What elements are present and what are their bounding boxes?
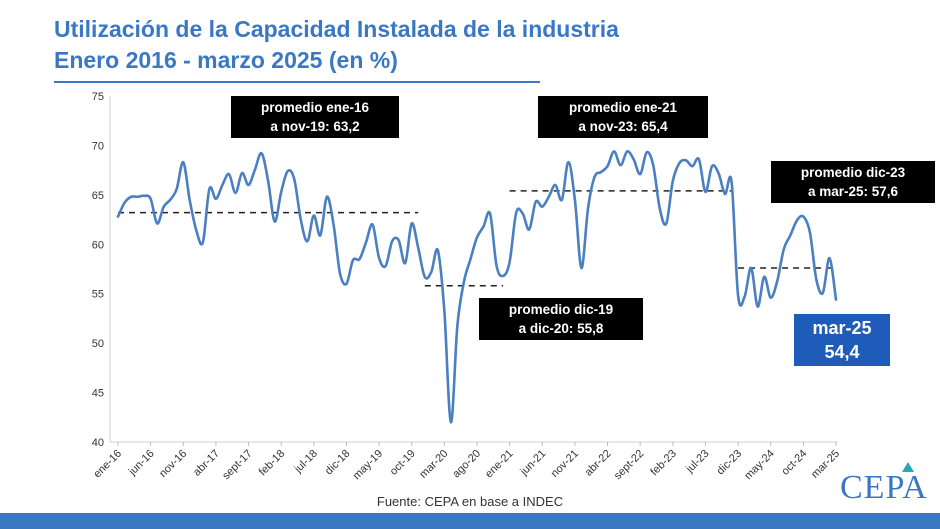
average-box-line-1: promedio dic-23 bbox=[800, 165, 906, 180]
source-note: Fuente: CEPA en base a INDEC bbox=[376, 494, 564, 509]
x-tick-label: may-19 bbox=[351, 448, 385, 482]
average-box-line-1: promedio ene-21 bbox=[568, 100, 678, 115]
chart-title-line-1: Utilización de la Capacidad Instalada de… bbox=[54, 16, 619, 42]
x-tick-label: jun-16 bbox=[126, 448, 157, 479]
y-tick-label: 60 bbox=[92, 239, 104, 251]
x-tick-label: nov-21 bbox=[549, 448, 581, 480]
x-tick-label: mar-20 bbox=[417, 448, 450, 481]
x-tick-label: may-24 bbox=[742, 448, 776, 482]
x-tick-label: nov-16 bbox=[157, 448, 189, 480]
y-tick-label: 75 bbox=[92, 91, 104, 103]
x-tick-label: jul-23 bbox=[683, 448, 711, 476]
x-tick-label: oct-19 bbox=[388, 448, 418, 478]
y-tick-label: 45 bbox=[92, 388, 104, 400]
footer-bar bbox=[0, 513, 940, 529]
x-tick-label: oct-24 bbox=[779, 448, 809, 478]
x-tick-label: sept-17 bbox=[220, 448, 254, 482]
series-line bbox=[116, 150, 838, 424]
x-tick-label: sept-22 bbox=[612, 448, 646, 482]
y-tick-label: 55 bbox=[92, 289, 104, 301]
logo-triangle-icon bbox=[902, 462, 914, 472]
series-layer bbox=[116, 150, 838, 424]
x-tick-label: abr-17 bbox=[191, 448, 222, 479]
x-tick-label: ago-20 bbox=[450, 448, 483, 481]
average-box-line-2: a nov-19: 63,2 bbox=[270, 119, 360, 134]
x-tick-label: mar-25 bbox=[809, 448, 842, 481]
chart-title-line-2: Enero 2016 - marzo 2025 (en %) bbox=[54, 47, 398, 73]
x-tick-label: ene-21 bbox=[483, 448, 516, 481]
x-tick-label: dic-18 bbox=[323, 448, 353, 478]
y-tick-label: 65 bbox=[92, 190, 104, 202]
y-tick-label: 70 bbox=[92, 140, 104, 152]
chart-title: Utilización de la Capacidad Instalada de… bbox=[54, 14, 619, 76]
y-tick-label: 50 bbox=[92, 338, 104, 350]
latest-value-date: mar-25 bbox=[812, 318, 872, 338]
x-tick-label: abr-22 bbox=[583, 448, 614, 479]
x-tick-label: dic-23 bbox=[715, 448, 745, 478]
average-box-line-1: promedio ene-16 bbox=[260, 100, 370, 115]
average-box-line-2: a mar-25: 57,6 bbox=[807, 184, 899, 199]
y-tick-label: 40 bbox=[92, 437, 104, 449]
y-axis: 40 45 50 55 60 65 70 75 bbox=[92, 91, 111, 449]
average-box-2023-2025: promedio dic-23 a mar-25: 57,6 bbox=[771, 161, 935, 203]
x-tick-label: jun-21 bbox=[518, 448, 549, 479]
average-box-2019-2020: promedio dic-19 a dic-20: 55,8 bbox=[479, 298, 643, 340]
x-tick-label: feb-18 bbox=[257, 448, 288, 479]
latest-value-badge: mar-25 54,4 bbox=[794, 314, 890, 366]
x-tick-label: feb-23 bbox=[648, 448, 679, 479]
average-box-line-2: a nov-23: 65,4 bbox=[578, 119, 668, 134]
title-underline bbox=[54, 81, 540, 83]
x-tick-label: ene-16 bbox=[91, 448, 124, 481]
cepa-logo: CEPA bbox=[840, 469, 928, 506]
x-tick-label: jul-18 bbox=[292, 448, 320, 476]
average-lines bbox=[118, 190, 836, 287]
average-box-line-2: a dic-20: 55,8 bbox=[518, 321, 604, 336]
latest-value-number: 54,4 bbox=[824, 342, 860, 362]
average-box-2021-2023: promedio ene-21 a nov-23: 65,4 bbox=[538, 96, 708, 138]
average-box-line-1: promedio dic-19 bbox=[508, 302, 614, 317]
average-box-2016-2019: promedio ene-16 a nov-19: 63,2 bbox=[231, 96, 399, 138]
